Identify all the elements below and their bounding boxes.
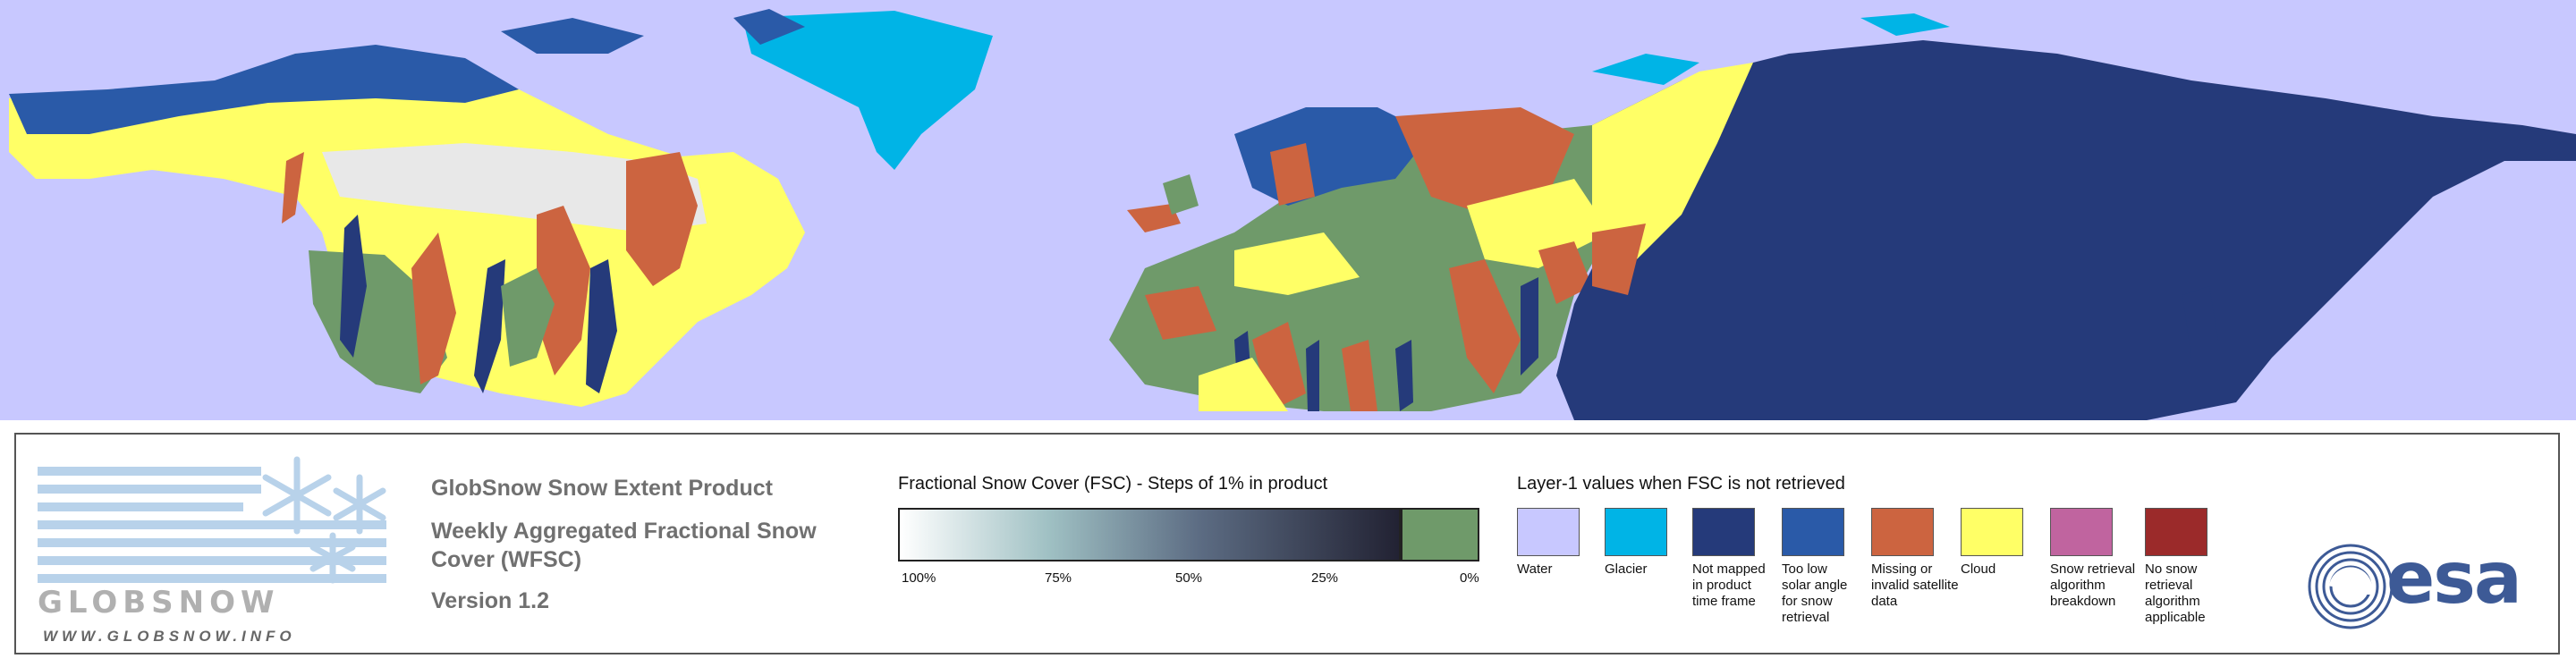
layer1-title: Layer-1 values when FSC is not retrieved <box>1517 474 1845 494</box>
snowflake-icon <box>262 456 386 584</box>
globsnow-wordmark: GLOBSNOW <box>38 585 280 621</box>
legend-panel: GLOBSNOW WWW.GLOBSNOW.INFO GlobSnow Snow… <box>14 433 2560 654</box>
swatch-no-algorithm <box>2145 508 2207 556</box>
label-no-algorithm: No snow retrieval algorithm applicable <box>2145 561 2206 625</box>
label-not-mapped: Not mapped in product time frame <box>1692 561 1766 609</box>
esa-wordmark: esa <box>2386 536 2522 620</box>
greenland <box>742 11 993 170</box>
label-algorithm-breakdown: Snow retrieval algorithm breakdown <box>2050 561 2136 609</box>
fsc-tick-0: 0% <box>1460 570 1479 586</box>
product-title: GlobSnow Snow Extent Product <box>431 476 773 501</box>
product-version: Version 1.2 <box>431 588 550 613</box>
swatch-glacier <box>1605 508 1667 556</box>
label-missing-data: Missing or invalid satellite data <box>1871 561 1959 609</box>
product-subtitle: Weekly Aggregated Fractional Snow Cover … <box>431 519 817 572</box>
fsc-tick-100: 100% <box>902 570 936 586</box>
swatch-water <box>1517 508 1580 556</box>
swatch-low-solar <box>1782 508 1844 556</box>
swatch-algorithm-breakdown <box>2050 508 2113 556</box>
asia <box>1556 40 2576 420</box>
label-glacier: Glacier <box>1605 561 1648 577</box>
label-low-solar: Too low solar angle for snow retrieval <box>1782 561 1848 625</box>
europe <box>1109 107 1628 411</box>
swatch-not-mapped <box>1692 508 1755 556</box>
label-water: Water <box>1517 561 1553 577</box>
north-america <box>9 45 805 407</box>
swatch-cloud <box>1961 508 2023 556</box>
fsc-gradient-bar <box>898 508 1401 561</box>
globsnow-url: WWW.GLOBSNOW.INFO <box>43 628 296 645</box>
fsc-tick-25: 25% <box>1311 570 1339 586</box>
label-cloud: Cloud <box>1961 561 1996 577</box>
esa-globe-icon <box>2308 544 2394 629</box>
fsc-tick-75: 75% <box>1045 570 1072 586</box>
swatch-missing-data <box>1871 508 1934 556</box>
fsc-scale-title: Fractional Snow Cover (FSC) - Steps of 1… <box>898 474 1328 494</box>
esa-logo: esa <box>2306 536 2556 631</box>
snow-cover-map <box>0 0 2576 420</box>
globsnow-logo: GLOBSNOW WWW.GLOBSNOW.INFO <box>38 451 395 647</box>
fsc-tick-50: 50% <box>1175 570 1203 586</box>
fsc-no-snow-swatch <box>1401 508 1479 561</box>
map-canvas <box>9 9 2576 420</box>
